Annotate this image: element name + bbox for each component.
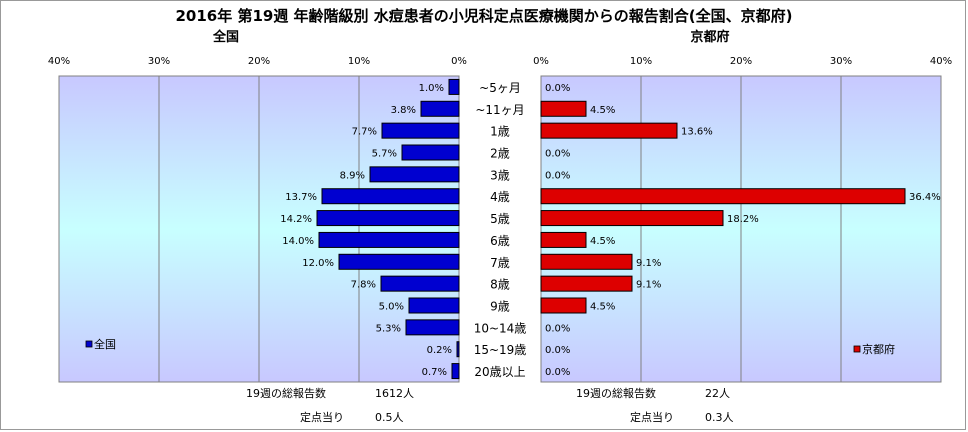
national-bar (318, 231, 460, 248)
kyoto-data-label: 9.1% (636, 280, 661, 291)
age-category-label: 3歳 (490, 168, 510, 182)
age-category-label: 20歳以上 (474, 365, 525, 379)
national-bar (381, 122, 460, 139)
age-category-label: 6歳 (490, 234, 510, 248)
kyoto-data-label: 13.6% (681, 127, 713, 138)
kyoto-bar (540, 297, 587, 314)
kyoto-tick-label: 10% (630, 56, 652, 67)
national-tick-label: 20% (248, 56, 270, 67)
kyoto-footer-label: 19週の総報告数 (576, 386, 656, 400)
kyoto-tick-label: 30% (830, 56, 852, 67)
national-data-label: 0.7% (422, 367, 447, 378)
national-data-label: 7.8% (351, 280, 376, 291)
national-footer-label: 19週の総報告数 (246, 386, 326, 400)
national-bar (369, 166, 460, 183)
national-bar (451, 363, 460, 380)
kyoto-data-label: 4.5% (590, 236, 615, 247)
kyoto-tick-label: 20% (730, 56, 752, 67)
kyoto-data-label: 4.5% (590, 302, 615, 313)
kyoto-tick-label: 0% (533, 56, 549, 67)
kyoto-bar (540, 253, 633, 270)
kyoto-data-label: 0.0% (545, 149, 570, 160)
national-legend-label: 全国 (94, 337, 116, 351)
national-bar (420, 100, 460, 117)
kyoto-bar (540, 275, 633, 292)
kyoto-data-label: 0.0% (545, 367, 570, 378)
kyoto-footer-value: 0.3人 (705, 411, 734, 424)
national-legend-swatch (85, 340, 93, 348)
national-tick-label: 0% (451, 56, 467, 67)
kyoto-data-label: 0.0% (545, 323, 570, 334)
kyoto-footer-label: 定点当り (630, 410, 674, 424)
national-data-label: 3.8% (391, 105, 416, 116)
age-category-label: 7歳 (490, 256, 510, 270)
age-category-label: 9歳 (490, 300, 510, 314)
national-data-label: 5.7% (372, 149, 397, 160)
kyoto-bar (540, 210, 724, 227)
national-bar (316, 210, 460, 227)
national-data-label: 13.7% (285, 192, 317, 203)
national-data-label: 5.0% (379, 302, 404, 313)
national-tick-label: 40% (48, 56, 70, 67)
age-category-label: 1歳 (490, 125, 510, 139)
kyoto-panel-title: 京都府 (690, 29, 729, 45)
kyoto-legend-swatch (853, 345, 861, 353)
national-tick-label: 10% (348, 56, 370, 67)
national-bar (321, 188, 460, 205)
national-bar (448, 78, 460, 95)
kyoto-data-label: 0.0% (545, 83, 570, 94)
national-bar (380, 275, 460, 292)
national-bar (338, 253, 460, 270)
national-data-label: 5.3% (376, 323, 401, 334)
national-tick-label: 30% (148, 56, 170, 67)
kyoto-data-label: 0.0% (545, 170, 570, 181)
national-data-label: 7.7% (352, 127, 377, 138)
age-category-label: 15~19歳 (474, 343, 527, 357)
kyoto-bar (540, 100, 587, 117)
age-category-label: ~5ヶ月 (479, 81, 521, 95)
kyoto-data-label: 9.1% (636, 258, 661, 269)
national-bar (401, 144, 460, 161)
kyoto-bar (540, 231, 587, 248)
national-footer-value: 1612人 (375, 387, 414, 400)
kyoto-data-label: 4.5% (590, 105, 615, 116)
national-data-label: 0.2% (427, 345, 452, 356)
chart-title: 2016年 第19週 年齢階級別 水痘患者の小児科定点医療機関からの報告割合(全… (175, 7, 792, 25)
national-footer-label: 定点当り (300, 410, 344, 424)
kyoto-bar (540, 122, 678, 139)
national-bar (405, 319, 460, 336)
national-panel-title: 全国 (212, 29, 239, 45)
age-category-label: 5歳 (490, 212, 510, 226)
kyoto-tick-label: 40% (930, 56, 952, 67)
national-bar (408, 297, 460, 314)
kyoto-data-label: 0.0% (545, 345, 570, 356)
national-data-label: 14.0% (282, 236, 314, 247)
kyoto-footer-value: 22人 (705, 387, 730, 400)
age-category-label: ~11ヶ月 (475, 103, 524, 117)
kyoto-legend-label: 京都府 (862, 342, 895, 356)
age-category-label: 2歳 (490, 147, 510, 161)
kyoto-bar (540, 188, 906, 205)
kyoto-data-label: 18.2% (727, 214, 759, 225)
national-bar (456, 341, 460, 358)
national-data-label: 8.9% (340, 170, 365, 181)
national-footer-value: 0.5人 (375, 411, 404, 424)
age-category-label: 10~14歳 (474, 321, 527, 335)
kyoto-data-label: 36.4% (909, 192, 941, 203)
national-data-label: 14.2% (280, 214, 312, 225)
age-category-label: 4歳 (490, 190, 510, 204)
age-category-label: 8歳 (490, 278, 510, 292)
national-data-label: 12.0% (302, 258, 334, 269)
national-data-label: 1.0% (419, 83, 444, 94)
